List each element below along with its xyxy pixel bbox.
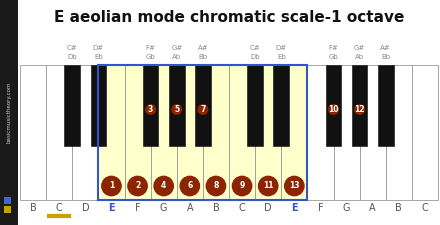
Text: Bb: Bb [198,54,207,60]
Circle shape [259,176,278,196]
Text: G: G [160,203,168,213]
Bar [273,65,289,146]
Text: A#: A# [381,45,391,51]
Bar [46,65,72,200]
Text: Ab: Ab [172,54,181,60]
Text: Bb: Bb [381,54,390,60]
Bar [99,65,125,200]
Text: B: B [29,203,37,213]
Circle shape [329,105,338,114]
Bar [359,65,386,200]
Text: 10: 10 [328,105,339,114]
Text: Eb: Eb [94,54,103,60]
Text: D#: D# [276,45,287,51]
Circle shape [355,105,364,114]
Text: Gb: Gb [146,54,155,60]
Text: F: F [318,203,323,213]
Text: Gb: Gb [329,54,338,60]
Text: 3: 3 [148,105,153,114]
Bar [169,65,185,146]
Bar [91,65,106,146]
Bar [255,65,281,200]
Text: D: D [264,203,272,213]
Bar [203,65,229,200]
Text: A: A [187,203,193,213]
Circle shape [285,176,304,196]
Text: Ab: Ab [355,54,364,60]
Text: 13: 13 [289,182,300,191]
Bar [281,65,308,200]
Text: E aeolian mode chromatic scale-1 octave: E aeolian mode chromatic scale-1 octave [54,11,404,25]
Text: D: D [81,203,89,213]
Text: C: C [56,203,62,213]
Circle shape [232,176,252,196]
Text: B: B [213,203,219,213]
Bar [378,65,394,146]
Bar [386,65,412,200]
Text: E: E [108,203,115,213]
Text: C: C [422,203,428,213]
Text: 7: 7 [200,105,205,114]
Text: Db: Db [67,54,77,60]
Bar [412,65,438,200]
Text: G: G [343,203,350,213]
Bar [72,65,99,200]
Bar [308,65,334,200]
Bar [143,65,158,146]
Bar [20,65,46,200]
Circle shape [128,176,147,196]
Text: C: C [238,203,246,213]
Text: 5: 5 [174,105,180,114]
Text: basicmusictheory.com: basicmusictheory.com [7,82,11,143]
Bar [4,206,11,213]
Bar [125,65,150,200]
Circle shape [198,105,208,114]
Text: E: E [291,203,297,213]
Circle shape [206,176,226,196]
Text: C#: C# [67,45,77,51]
Text: G#: G# [171,45,182,51]
Text: F#: F# [146,45,156,51]
Bar [352,65,367,146]
Text: G#: G# [354,45,365,51]
Bar [0,0,18,225]
Circle shape [154,176,173,196]
Text: B: B [396,203,402,213]
Bar [150,65,177,200]
Text: 1: 1 [109,182,114,191]
Text: 8: 8 [213,182,219,191]
Text: 4: 4 [161,182,166,191]
Text: F#: F# [329,45,338,51]
Bar [247,65,263,146]
Circle shape [180,176,199,196]
Bar [99,65,308,200]
Bar [64,65,80,146]
Bar [326,65,341,146]
Bar [195,65,211,146]
Text: Db: Db [250,54,260,60]
Text: 2: 2 [135,182,140,191]
Bar [334,65,359,200]
Circle shape [172,105,182,114]
Circle shape [102,176,121,196]
Text: F: F [135,203,140,213]
Text: D#: D# [93,45,104,51]
Text: 6: 6 [187,182,192,191]
Text: 11: 11 [263,182,273,191]
Text: A#: A# [198,45,208,51]
Bar [177,65,203,200]
Text: 9: 9 [239,182,245,191]
Text: C#: C# [250,45,260,51]
Text: 12: 12 [354,105,365,114]
Bar [229,65,255,200]
Circle shape [146,105,155,114]
Bar [4,197,11,204]
Text: Eb: Eb [277,54,286,60]
Text: A: A [369,203,376,213]
